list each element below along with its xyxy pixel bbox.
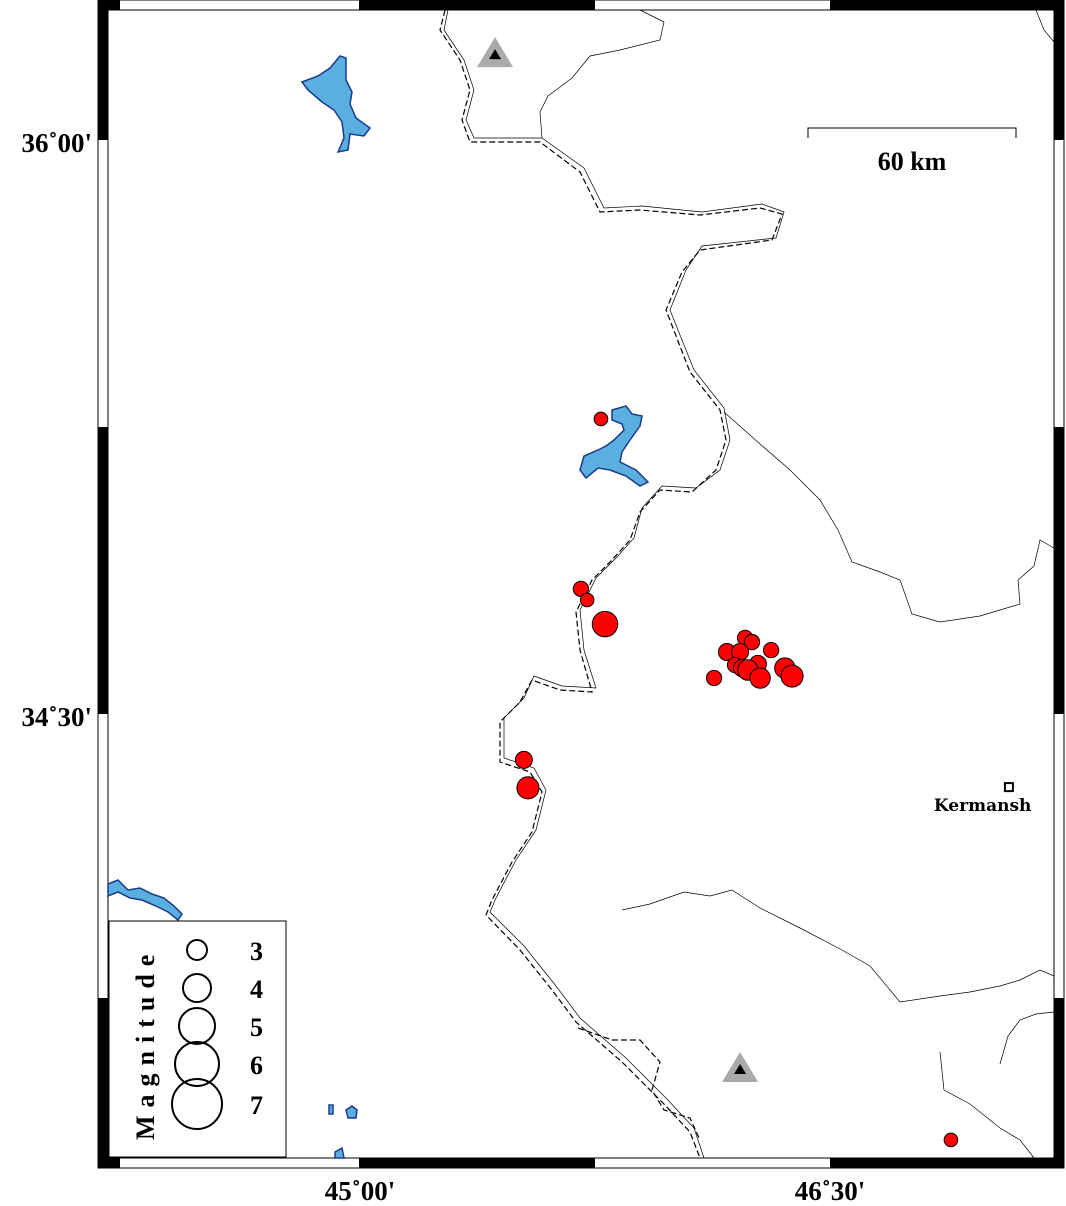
water-bodies xyxy=(107,55,650,1159)
legend-symbol-3 xyxy=(186,939,208,961)
earthquake-event xyxy=(593,411,609,427)
earthquake-event xyxy=(579,592,595,608)
city-marker-icon xyxy=(1003,782,1014,793)
magnitude-legend: Magnitude 3 4 5 6 7 xyxy=(108,920,287,1158)
border-branch xyxy=(577,1027,701,1141)
legend-symbol-6 xyxy=(174,1041,220,1087)
legend-symbol-7 xyxy=(171,1078,223,1130)
earthquake-event xyxy=(514,750,533,769)
lake-north xyxy=(300,55,372,154)
earthquake-event xyxy=(762,641,780,659)
legend-symbol-5 xyxy=(178,1007,216,1045)
earthquake-event xyxy=(516,776,540,800)
earthquake-event xyxy=(749,667,771,689)
legend-label-7: 7 xyxy=(250,1091,263,1120)
lon-label-45-00: 45˚00' xyxy=(325,1176,396,1206)
earthquake-event xyxy=(743,633,761,651)
station-triangle-icon xyxy=(477,37,514,68)
earthquake-event xyxy=(780,664,804,688)
pond-3 xyxy=(334,1146,345,1159)
scale-bar-label: 60 km xyxy=(878,147,947,176)
lon-label-46-30: 46˚30' xyxy=(795,1176,866,1206)
province-line-east xyxy=(723,411,1055,623)
legend-title: Magnitude xyxy=(131,947,160,1140)
legend-label-6: 6 xyxy=(250,1051,263,1080)
border-line xyxy=(443,9,785,1159)
legend-label-3: 3 xyxy=(250,937,263,966)
international-border xyxy=(439,9,783,1159)
legend-label-5: 5 xyxy=(250,1013,263,1042)
events-layer xyxy=(514,411,959,1148)
lake-central xyxy=(579,405,650,487)
province-line-se xyxy=(939,1051,1035,1159)
borders xyxy=(439,9,1055,1159)
province-line-se2 xyxy=(999,1011,1055,1065)
earthquake-event xyxy=(705,669,723,687)
lat-label-36-00: 36˚00' xyxy=(22,128,93,158)
pond-2 xyxy=(345,1105,358,1119)
earthquake-event xyxy=(591,610,619,638)
legend-label-4: 4 xyxy=(250,975,263,1004)
stations-layer xyxy=(477,37,759,1082)
province-line-ne xyxy=(1035,9,1055,43)
province-line-south xyxy=(621,889,1055,1003)
earthquake-event xyxy=(943,1132,959,1148)
scale-bar: 60 km xyxy=(807,127,1017,176)
station-triangle-icon xyxy=(722,1051,759,1082)
city-kermanshah: Kermansh xyxy=(934,782,1031,816)
province-line-north xyxy=(539,9,665,139)
lat-label-34-30: 34˚30' xyxy=(22,702,93,732)
legend-symbol-4 xyxy=(182,973,212,1003)
city-label: Kermansh xyxy=(934,796,1031,816)
pond-1 xyxy=(328,1104,334,1115)
river-west xyxy=(107,879,183,922)
